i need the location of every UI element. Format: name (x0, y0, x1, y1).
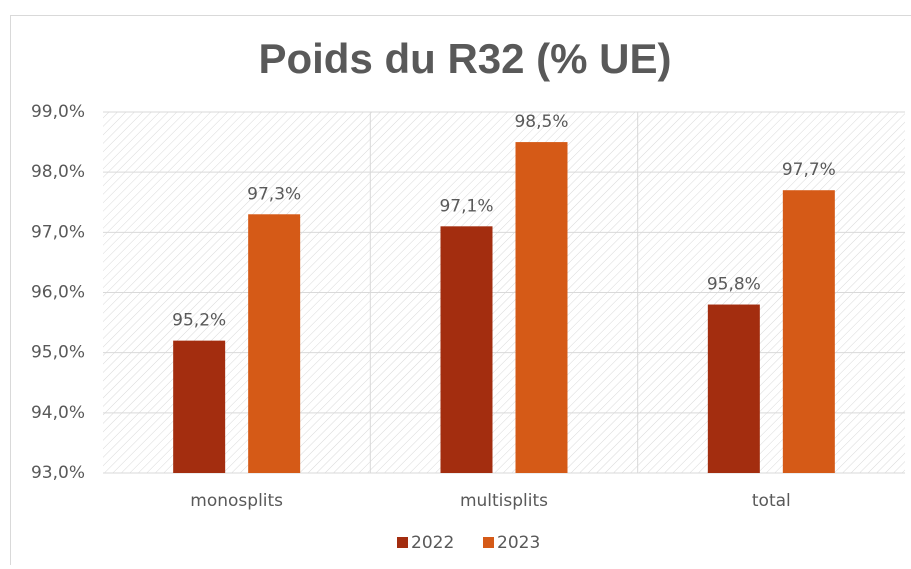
y-tick-label: 93,0% (31, 463, 85, 483)
data-label: 95,8% (707, 275, 761, 295)
bar (441, 226, 493, 473)
x-tick-label: monosplits (190, 491, 283, 511)
data-label: 97,1% (439, 196, 493, 216)
data-label: 95,2% (172, 311, 226, 331)
bar (516, 142, 568, 473)
data-label: 98,5% (514, 112, 568, 132)
legend-label: 2023 (497, 533, 540, 553)
data-label: 97,3% (247, 184, 301, 204)
legend-swatch (483, 537, 494, 548)
y-tick-label: 99,0% (31, 102, 85, 122)
bar (248, 214, 300, 473)
chart-title: Poids du R32 (% UE) (258, 35, 671, 82)
y-tick-label: 98,0% (31, 162, 85, 182)
legend-label: 2022 (411, 533, 454, 553)
x-tick-label: multisplits (460, 491, 548, 511)
y-tick-label: 97,0% (31, 222, 85, 242)
legend-swatch (397, 537, 408, 548)
bar (783, 190, 835, 473)
bar (173, 341, 225, 473)
x-tick-label: total (752, 491, 791, 511)
bar (708, 305, 760, 473)
y-tick-label: 95,0% (31, 343, 85, 363)
y-tick-label: 96,0% (31, 283, 85, 303)
y-tick-label: 94,0% (31, 403, 85, 423)
data-label: 97,7% (782, 160, 836, 180)
